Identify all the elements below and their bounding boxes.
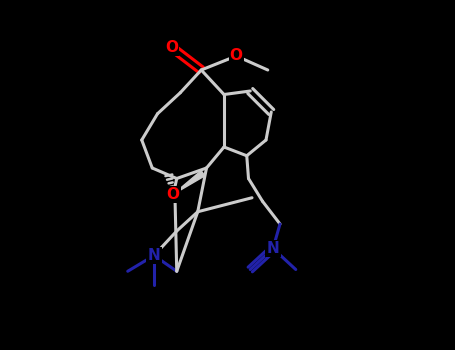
Text: O: O — [167, 187, 180, 202]
Polygon shape — [173, 171, 205, 194]
Text: O: O — [230, 49, 243, 63]
Text: N: N — [267, 241, 279, 256]
Text: O: O — [165, 40, 178, 55]
Text: N: N — [147, 248, 160, 263]
